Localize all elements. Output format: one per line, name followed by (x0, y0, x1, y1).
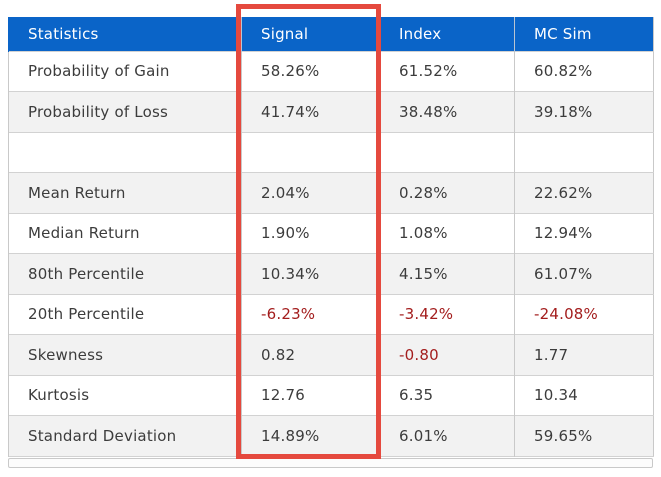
cell-value: 6.01% (379, 415, 515, 456)
column-header-statistics: Statistics (8, 17, 242, 51)
row-label: Standard Deviation (8, 415, 242, 456)
table-row-standard-deviation: Standard Deviation 14.89% 6.01% 59.65% (8, 415, 654, 456)
table-row-kurtosis: Kurtosis 12.76 6.35 10.34 (8, 374, 654, 416)
cell-value: 22.62% (514, 172, 654, 213)
table-row-spacer (8, 131, 654, 173)
cell-value: 59.65% (514, 415, 654, 456)
cell-value (514, 131, 654, 173)
table-row-20th-percentile: 20th Percentile -6.23% -3.42% -24.08% (8, 293, 654, 335)
row-label: 20th Percentile (8, 293, 242, 335)
row-label: Probability of Loss (8, 91, 242, 132)
header-row: Statistics Signal Index MC Sim (8, 17, 654, 51)
table-footer-strip (8, 458, 653, 468)
cell-value: -0.80 (379, 334, 515, 375)
cell-value: 6.35 (379, 374, 515, 416)
cell-value: 12.76 (241, 374, 380, 416)
cell-value: -24.08% (514, 293, 654, 335)
cell-value: 58.26% (241, 50, 380, 92)
cell-value: -3.42% (379, 293, 515, 335)
cell-value (241, 131, 380, 173)
cell-value: 60.82% (514, 50, 654, 92)
cell-value: 1.08% (379, 212, 515, 254)
cell-value: 38.48% (379, 91, 515, 132)
row-label: Median Return (8, 212, 242, 254)
statistics-table: Statistics Signal Index MC Sim Probabili… (8, 17, 654, 457)
table-row-skewness: Skewness 0.82 -0.80 1.77 (8, 334, 654, 375)
column-header-index: Index (379, 17, 515, 51)
table-body: Probability of Gain 58.26% 61.52% 60.82%… (8, 50, 654, 456)
cell-value: 12.94% (514, 212, 654, 254)
table-row-probability-of-loss: Probability of Loss 41.74% 38.48% 39.18% (8, 91, 654, 132)
cell-value: 61.52% (379, 50, 515, 92)
row-label: Probability of Gain (8, 50, 242, 92)
cell-value: 10.34 (514, 374, 654, 416)
column-header-mc-sim: MC Sim (514, 17, 654, 51)
cell-value: 0.82 (241, 334, 380, 375)
table-row-mean-return: Mean Return 2.04% 0.28% 22.62% (8, 172, 654, 213)
cell-value: 0.28% (379, 172, 515, 213)
cell-value (379, 131, 515, 173)
cell-value: 41.74% (241, 91, 380, 132)
cell-value: 10.34% (241, 253, 380, 294)
cell-value: 2.04% (241, 172, 380, 213)
cell-value: 14.89% (241, 415, 380, 456)
row-label (8, 131, 242, 173)
cell-value: -6.23% (241, 293, 380, 335)
column-header-signal: Signal (241, 17, 380, 51)
row-label: Mean Return (8, 172, 242, 213)
row-label: Kurtosis (8, 374, 242, 416)
cell-value: 1.90% (241, 212, 380, 254)
table-header: Statistics Signal Index MC Sim (8, 17, 654, 51)
cell-value: 1.77 (514, 334, 654, 375)
table-row-80th-percentile: 80th Percentile 10.34% 4.15% 61.07% (8, 253, 654, 294)
row-label: 80th Percentile (8, 253, 242, 294)
cell-value: 39.18% (514, 91, 654, 132)
cell-value: 61.07% (514, 253, 654, 294)
row-label: Skewness (8, 334, 242, 375)
cell-value: 4.15% (379, 253, 515, 294)
table-row-median-return: Median Return 1.90% 1.08% 12.94% (8, 212, 654, 254)
table-row-probability-of-gain: Probability of Gain 58.26% 61.52% 60.82% (8, 50, 654, 92)
